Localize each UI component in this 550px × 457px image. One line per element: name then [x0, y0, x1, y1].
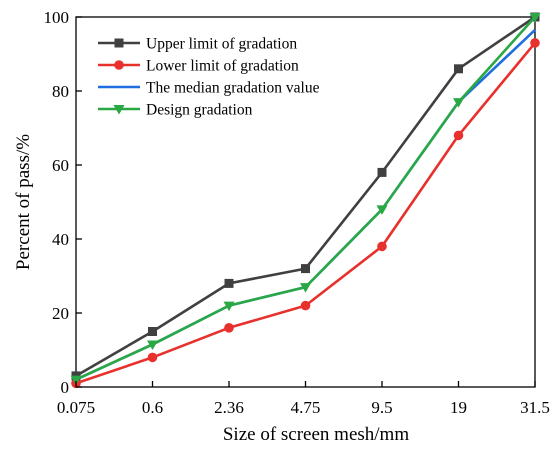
data-point	[377, 241, 387, 252]
legend-marker	[114, 38, 124, 48]
x-tick-label: 0.6	[142, 398, 163, 417]
data-point	[300, 283, 311, 293]
data-point	[530, 38, 540, 48]
series-0	[71, 12, 540, 381]
series-layer	[70, 12, 541, 389]
plot-frame	[75, 16, 536, 388]
x-tick-label: 2.36	[214, 398, 244, 417]
data-point	[70, 375, 82, 386]
series-1	[71, 38, 540, 389]
legend-label: Design gradation	[146, 102, 253, 119]
legend-item-1: Lower limit of gradation	[98, 58, 299, 75]
y-tick-label: 100	[44, 8, 70, 27]
data-point	[300, 300, 311, 311]
data-point	[453, 130, 464, 141]
series-line	[75, 16, 536, 381]
y-tick-label: 80	[52, 82, 69, 101]
legend-label: Upper limit of gradation	[146, 36, 297, 53]
data-point	[223, 301, 235, 312]
y-axis-title: Percent of pass/%	[13, 134, 34, 270]
data-point	[377, 167, 387, 177]
legend-label: Lower limit of gradation	[146, 58, 299, 75]
x-tick-label: 0.075	[57, 398, 95, 417]
data-point	[453, 98, 464, 108]
x-tick-label: 4.75	[291, 398, 321, 417]
data-point	[147, 352, 158, 363]
legend: Upper limit of gradation Lower limit of g…	[98, 36, 320, 119]
x-tick-label: 19	[450, 398, 467, 417]
ticks-layer: 0.075 0.6 2.36 4.75 9.5 19 31.5 0 20 40 60 80 100	[44, 8, 550, 417]
y-tick-label: 40	[52, 230, 69, 249]
legend-item-2: The median gradation value	[98, 80, 320, 97]
data-point	[454, 64, 463, 74]
data-point	[301, 264, 310, 274]
series-3	[70, 13, 541, 386]
legend-marker	[114, 60, 124, 70]
data-point	[224, 323, 234, 333]
x-tick-label: 9.5	[371, 398, 392, 417]
legend-label: The median gradation value	[146, 80, 320, 97]
data-point	[147, 340, 158, 350]
legend-item-0: Upper limit of gradation	[98, 36, 297, 53]
data-point	[224, 278, 234, 288]
y-tick-label: 20	[52, 304, 69, 323]
legend-marker	[113, 105, 125, 115]
legend-item-3: Design gradation	[98, 102, 253, 119]
y-tick-label: 60	[52, 156, 69, 175]
plot-border	[75, 16, 536, 388]
x-tick-label: 31.5	[520, 398, 550, 417]
x-axis-title: Size of screen mesh/mm	[223, 424, 409, 445]
y-tick-label: 0	[61, 378, 70, 397]
data-point	[148, 327, 157, 336]
series-line	[75, 15, 536, 378]
data-point	[529, 13, 541, 23]
data-point	[376, 205, 388, 215]
